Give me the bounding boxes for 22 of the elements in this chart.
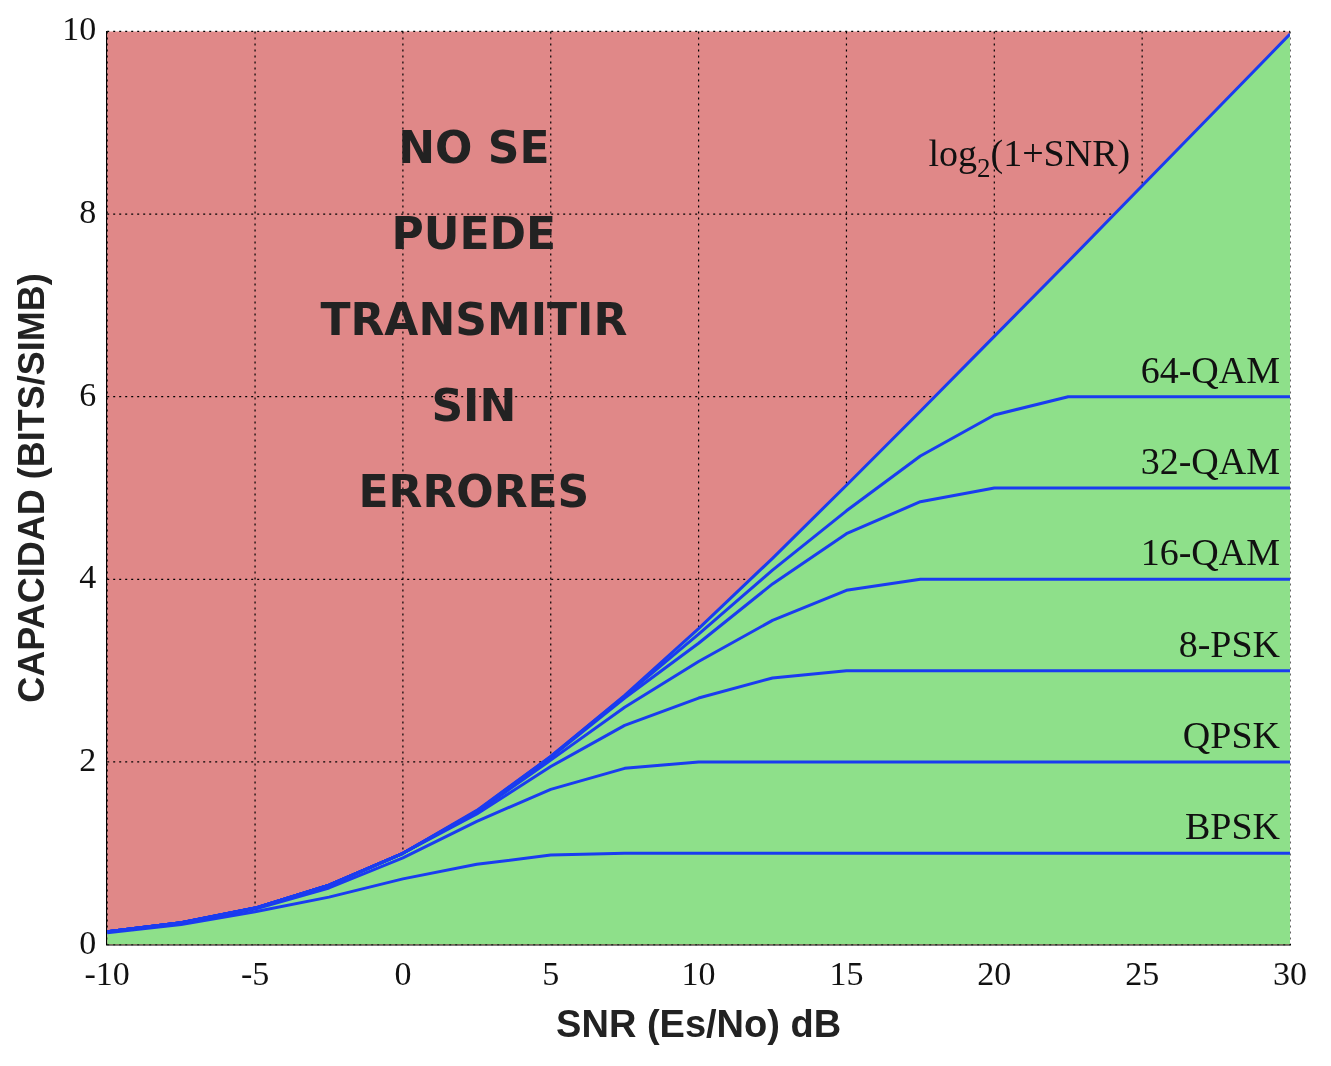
x-tick-label: 5 bbox=[542, 954, 560, 992]
x-tick-label: 0 bbox=[394, 954, 412, 992]
y-tick-label: 4 bbox=[79, 558, 97, 596]
x-axis-title: SNR (Es/No) dB bbox=[556, 1002, 842, 1045]
y-tick-label: 2 bbox=[79, 740, 97, 778]
series-label: BPSK bbox=[1184, 805, 1281, 848]
series-label: 16-QAM bbox=[1140, 531, 1280, 574]
x-tick-label: 15 bbox=[829, 954, 864, 992]
series-label: 32-QAM bbox=[1140, 440, 1280, 482]
y-tick-label: 10 bbox=[62, 10, 97, 48]
y-tick-label: 8 bbox=[79, 192, 97, 230]
series-label: QPSK bbox=[1182, 713, 1281, 756]
series-label: 8-PSK bbox=[1178, 622, 1281, 665]
y-tick-label: 6 bbox=[79, 375, 97, 413]
x-tick-label: 30 bbox=[1273, 954, 1307, 992]
series-label: 64-QAM bbox=[1140, 348, 1280, 391]
annotation: NO SE PUEDE TRANSMITIR SIN ERRORES bbox=[320, 122, 628, 518]
x-tick-label: -5 bbox=[240, 954, 270, 992]
x-tick-label: 25 bbox=[1125, 954, 1160, 992]
x-tick-label: 20 bbox=[977, 954, 1012, 992]
y-axis-title: CAPACIDAD (BITS/SIMB) bbox=[10, 273, 52, 703]
x-tick-label: 10 bbox=[681, 954, 716, 992]
